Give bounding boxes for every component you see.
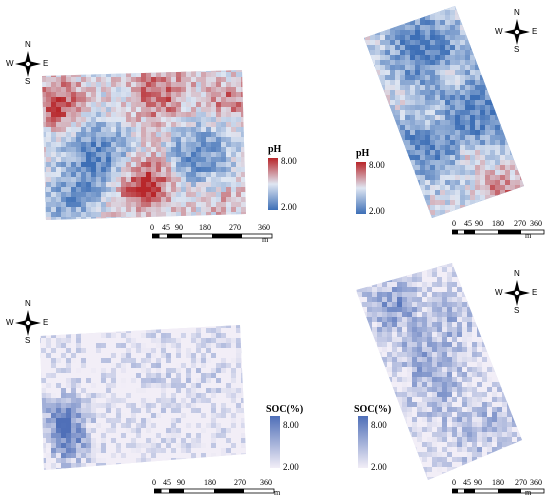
legend-title: SOC(%) — [354, 404, 391, 415]
compass-s: S — [514, 306, 519, 315]
ph-map-rect — [36, 62, 252, 232]
compass-w: W — [495, 27, 503, 36]
legend-min-label: 2.00 — [369, 206, 385, 216]
scale-tick-180: 180 — [492, 219, 504, 228]
scale-tick-0: 0 — [452, 219, 456, 228]
compass-w: W — [6, 318, 14, 327]
compass-w: W — [6, 59, 14, 68]
scale-unit: m — [525, 231, 531, 240]
legend-min-label: 2.00 — [281, 202, 297, 212]
compass-rose: N S W E — [497, 12, 537, 52]
legend-min-label: 2.00 — [283, 462, 299, 472]
legend-title: SOC(%) — [266, 404, 303, 415]
scale-bar: 0 45 90 180 270 360 m — [148, 223, 368, 247]
soc-raster-rect — [36, 318, 256, 478]
compass-s: S — [25, 336, 30, 345]
scale-tick-0: 0 — [452, 478, 456, 487]
compass-n: N — [25, 40, 31, 49]
compass-rose: N S W E — [8, 303, 48, 343]
scale-tick-45: 45 — [162, 223, 170, 232]
scale-tick-360: 360 — [530, 219, 542, 228]
legend-title: pH — [356, 148, 369, 159]
legend-max-label: 8.00 — [283, 420, 299, 430]
legend-max-label: 8.00 — [371, 420, 387, 430]
compass-n: N — [514, 269, 520, 278]
legend-color-bar — [358, 416, 368, 468]
legend-max-label: 8.00 — [369, 160, 385, 170]
scale-bar: 0 45 90 180 270 360 m — [430, 478, 550, 502]
scale-tick-45: 45 — [464, 219, 472, 228]
compass-n: N — [514, 8, 520, 17]
scale-tick-90: 90 — [475, 219, 483, 228]
compass-w: W — [495, 288, 503, 297]
scale-tick-45: 45 — [163, 478, 171, 487]
scale-unit: m — [274, 488, 280, 497]
compass-e: E — [43, 318, 48, 327]
compass-s: S — [25, 77, 30, 86]
scale-tick-270: 270 — [514, 219, 526, 228]
compass-e: E — [43, 59, 48, 68]
legend-min-label: 2.00 — [371, 462, 387, 472]
ph-legend-rect: pH 8.00 2.00 — [266, 144, 306, 224]
scale-bar: 0 45 90 180 270 360 m — [150, 478, 370, 502]
scale-tick-0: 0 — [152, 478, 156, 487]
scale-tick-180: 180 — [204, 478, 216, 487]
scale-tick-360: 360 — [260, 478, 272, 487]
compass-rose: N S W E — [8, 44, 48, 84]
compass-n: N — [25, 299, 31, 308]
soc-legend-tilted: SOC(%) 8.00 2.00 — [354, 404, 404, 478]
soc-map-rect — [36, 318, 256, 478]
scale-unit: m — [525, 488, 531, 497]
compass-e: E — [532, 27, 537, 36]
scale-tick-90: 90 — [175, 223, 183, 232]
legend-color-bar — [268, 158, 278, 210]
legend-max-label: 8.00 — [281, 156, 297, 166]
legend-color-bar — [270, 416, 280, 468]
ph-legend-tilted: pH 8.00 2.00 — [354, 148, 394, 228]
soc-legend-rect: SOC(%) 8.00 2.00 — [266, 404, 316, 478]
compass-rose: N S W E — [497, 273, 537, 313]
scale-tick-0: 0 — [150, 223, 154, 232]
scale-tick-360: 360 — [530, 478, 542, 487]
compass-s: S — [514, 45, 519, 54]
scale-tick-270: 270 — [229, 223, 241, 232]
scale-tick-360: 360 — [258, 223, 270, 232]
scale-bar: 0 45 90 180 270 360 m — [430, 219, 550, 243]
scale-bar-graphic — [452, 229, 550, 243]
compass-e: E — [532, 288, 537, 297]
ph-raster-rect — [36, 62, 252, 232]
scale-unit: m — [262, 235, 268, 244]
scale-tick-180: 180 — [199, 223, 211, 232]
legend-color-bar — [356, 162, 366, 214]
scale-tick-45: 45 — [463, 478, 471, 487]
scale-tick-90: 90 — [177, 478, 185, 487]
legend-title: pH — [268, 144, 281, 155]
scale-tick-270: 270 — [234, 478, 246, 487]
scale-tick-270: 270 — [515, 478, 527, 487]
scale-tick-90: 90 — [474, 478, 482, 487]
scale-tick-180: 180 — [492, 478, 504, 487]
